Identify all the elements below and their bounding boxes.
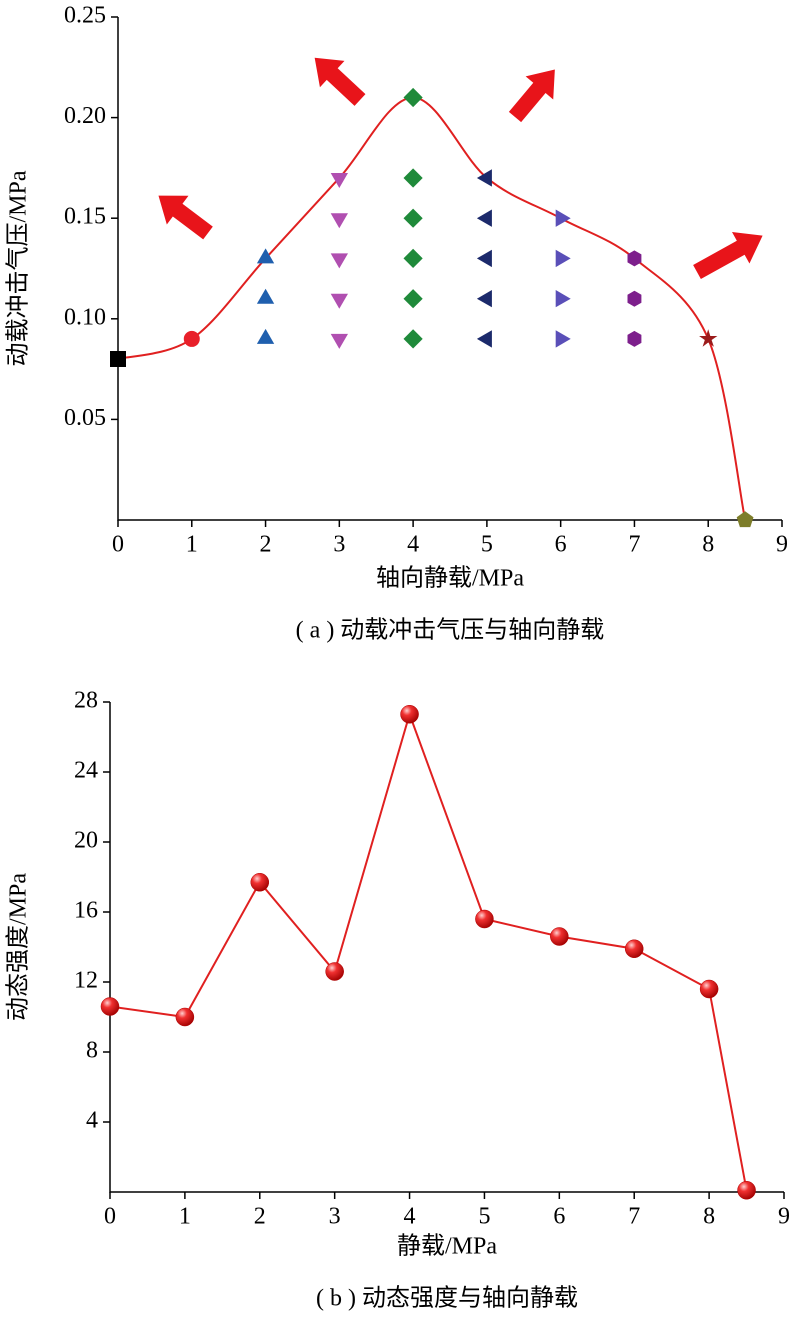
axes bbox=[117, 17, 782, 521]
point bbox=[699, 979, 719, 999]
arrow bbox=[508, 69, 555, 123]
x-axis-label: 轴向静载/MPa bbox=[376, 565, 524, 592]
point bbox=[110, 351, 126, 367]
y-tick-label: 0.10 bbox=[64, 304, 106, 330]
x-tick-label: 6 bbox=[553, 1204, 565, 1230]
y-tick-label: 0.05 bbox=[64, 405, 106, 431]
point bbox=[325, 962, 344, 981]
point bbox=[403, 87, 423, 108]
x-tick-label: 5 bbox=[481, 532, 493, 558]
point bbox=[256, 288, 275, 304]
x-tick-label: 8 bbox=[702, 532, 714, 558]
point bbox=[256, 328, 275, 344]
y-tick-label: 16 bbox=[74, 898, 98, 924]
point bbox=[555, 209, 571, 227]
x-tick-label: 5 bbox=[478, 1204, 490, 1230]
y-tick-label: 4 bbox=[86, 1108, 98, 1134]
x-axis-label: 静载/MPa bbox=[397, 1233, 497, 1260]
x-tick-label: 9 bbox=[778, 1204, 790, 1230]
point bbox=[627, 250, 642, 267]
point bbox=[256, 248, 275, 264]
point bbox=[550, 927, 569, 946]
x-tick-label: 4 bbox=[407, 532, 419, 558]
point bbox=[555, 330, 571, 348]
axes bbox=[109, 702, 784, 1193]
y-tick-label: 0.25 bbox=[64, 3, 106, 29]
x-tick-label: 0 bbox=[112, 532, 124, 558]
point bbox=[330, 213, 348, 229]
point bbox=[330, 173, 348, 188]
line bbox=[109, 711, 748, 1191]
point bbox=[330, 293, 348, 309]
point bbox=[699, 329, 718, 347]
y-tick-label: 0.20 bbox=[64, 103, 106, 129]
x-tick-label: 7 bbox=[628, 1204, 640, 1230]
point bbox=[100, 997, 120, 1016]
point bbox=[476, 330, 492, 348]
point bbox=[476, 290, 492, 308]
y-axis-label: 动态强度/MPa bbox=[5, 873, 32, 1021]
point bbox=[403, 208, 423, 228]
arrow bbox=[693, 232, 763, 279]
point bbox=[403, 248, 423, 268]
boundary-curve bbox=[117, 96, 747, 521]
x-tick-label: 0 bbox=[104, 1204, 116, 1230]
x-tick-label: 7 bbox=[628, 532, 640, 558]
point bbox=[330, 253, 348, 269]
point bbox=[627, 290, 642, 307]
x-tick-label: 9 bbox=[776, 532, 788, 558]
point bbox=[476, 249, 492, 268]
y-tick-label: 12 bbox=[74, 968, 98, 994]
point bbox=[250, 873, 270, 892]
x-tick-label: 4 bbox=[404, 1204, 416, 1230]
point bbox=[400, 705, 419, 724]
caption: ( b ) 动态强度与轴向静载 bbox=[316, 1285, 578, 1312]
arrows bbox=[158, 57, 763, 279]
caption: ( a ) 动载冲击气压与轴向静载 bbox=[296, 617, 605, 644]
x-tick-label: 3 bbox=[329, 1204, 341, 1230]
y-tick-label: 8 bbox=[86, 1038, 98, 1064]
point bbox=[555, 249, 571, 268]
point bbox=[737, 1181, 756, 1200]
point bbox=[403, 168, 423, 188]
point bbox=[736, 511, 754, 528]
arrow bbox=[158, 195, 213, 240]
y-axis-label: 动载冲击气压/MPa bbox=[5, 170, 32, 366]
point bbox=[476, 169, 492, 187]
point bbox=[175, 1007, 195, 1027]
x-tick-label: 1 bbox=[179, 1204, 191, 1230]
x-tick-label: 6 bbox=[555, 532, 567, 558]
point bbox=[624, 939, 644, 958]
x-tick-label: 8 bbox=[703, 1204, 715, 1230]
y-tick-label: 24 bbox=[74, 758, 98, 784]
y-tick-label: 20 bbox=[74, 828, 98, 854]
point bbox=[330, 333, 348, 349]
y-tick-label: 28 bbox=[74, 688, 98, 714]
point bbox=[555, 290, 571, 308]
point bbox=[403, 289, 423, 309]
point bbox=[475, 909, 494, 929]
x-tick-label: 3 bbox=[333, 532, 345, 558]
x-tick-label: 2 bbox=[254, 1204, 266, 1230]
x-tick-label: 2 bbox=[260, 532, 272, 558]
point bbox=[403, 329, 423, 349]
point bbox=[627, 330, 642, 347]
y-tick-label: 0.15 bbox=[64, 204, 106, 230]
point bbox=[183, 330, 200, 347]
arrow bbox=[314, 57, 366, 106]
point bbox=[476, 209, 492, 227]
x-tick-label: 1 bbox=[186, 532, 198, 558]
